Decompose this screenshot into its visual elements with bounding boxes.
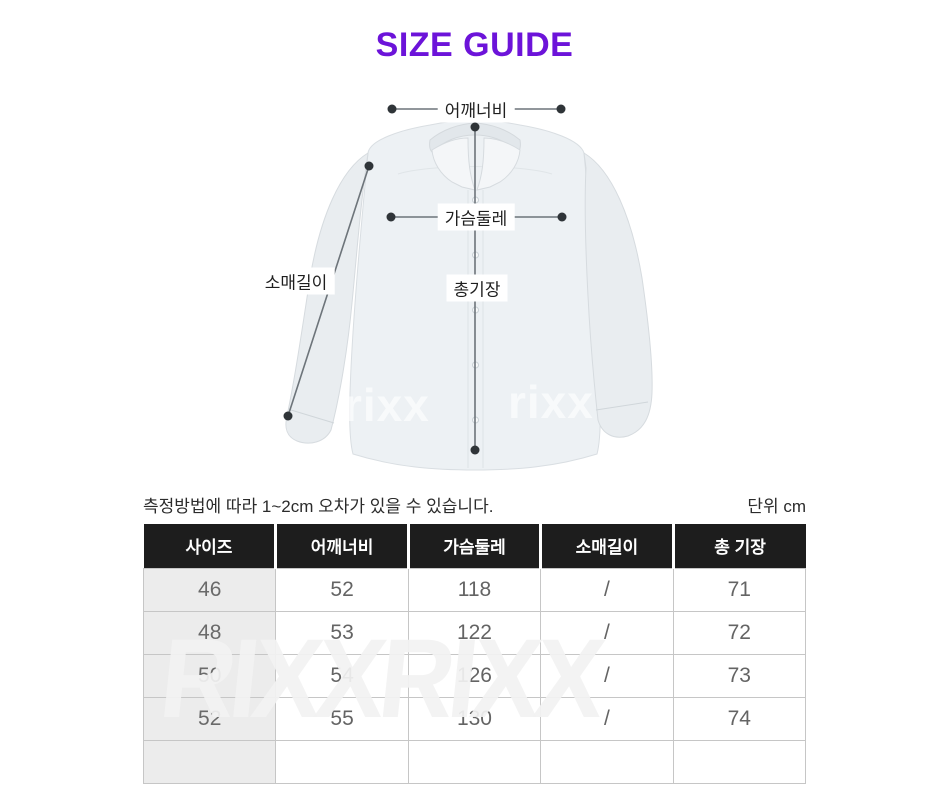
table-row: 50 54 126 / 73 bbox=[142, 653, 807, 698]
measurement-dots bbox=[283, 104, 567, 455]
page-title: SIZE GUIDE bbox=[375, 26, 574, 64]
cell-size: 50 bbox=[142, 653, 277, 698]
cell-sleeve: / bbox=[540, 567, 674, 612]
measurement-note-row: 측정방법에 따라 1~2cm 오차가 있을 수 있습니다. 단위 cm bbox=[143, 492, 806, 517]
table-row: 46 52 118 / 71 bbox=[142, 567, 807, 612]
measurement-notice: 측정방법에 따라 1~2cm 오차가 있을 수 있습니다. bbox=[143, 497, 494, 516]
cell-size: 48 bbox=[142, 610, 277, 655]
cell-chest: 130 bbox=[407, 696, 542, 741]
cell-size: 52 bbox=[142, 696, 277, 741]
cell-shoulder: 55 bbox=[275, 696, 409, 741]
cell-sleeve: / bbox=[540, 696, 674, 741]
cell-shoulder: 52 bbox=[275, 567, 409, 612]
table-row: 48 53 122 / 72 bbox=[142, 610, 807, 655]
total-length-label: 총기장 bbox=[446, 274, 508, 302]
cell-length: 71 bbox=[672, 567, 807, 612]
cell-shoulder bbox=[275, 739, 409, 784]
header-size: 사이즈 bbox=[143, 524, 278, 568]
chest-girth-label: 가슴둘레 bbox=[437, 203, 515, 231]
size-table: 사이즈 어깨너비 가슴둘레 소매길이 총 기장 46 52 118 / 71 4… bbox=[142, 524, 807, 784]
cell-sleeve: / bbox=[540, 653, 674, 698]
cell-shoulder: 54 bbox=[275, 653, 409, 698]
cell-sleeve: / bbox=[540, 610, 674, 655]
shirt-measurement-diagram: 어깨너비 가슴둘레 소매길이 총기장 rixx rixx bbox=[0, 78, 949, 480]
cell-size bbox=[142, 739, 277, 784]
shoulder-width-label: 어깨너비 bbox=[437, 95, 515, 123]
header-shoulder: 어깨너비 bbox=[275, 524, 410, 568]
cell-length: 73 bbox=[672, 653, 807, 698]
cell-sleeve bbox=[540, 739, 674, 784]
cell-length bbox=[672, 739, 807, 784]
cell-chest: 122 bbox=[407, 610, 542, 655]
cell-chest bbox=[407, 739, 542, 784]
size-table-header-row: 사이즈 어깨너비 가슴둘레 소매길이 총 기장 bbox=[143, 524, 806, 568]
cell-length: 74 bbox=[672, 696, 807, 741]
cell-length: 72 bbox=[672, 610, 807, 655]
cell-chest: 126 bbox=[407, 653, 542, 698]
header-sleeve: 소매길이 bbox=[540, 524, 675, 568]
cell-chest: 118 bbox=[407, 567, 542, 612]
header-length: 총 기장 bbox=[673, 524, 806, 568]
size-guide-page: SIZE GUIDE bbox=[0, 26, 949, 805]
sleeve-length-label: 소매길이 bbox=[257, 267, 335, 295]
size-table-wrap: 사이즈 어깨너비 가슴둘레 소매길이 총 기장 46 52 118 / 71 4… bbox=[142, 524, 807, 784]
unit-label: 단위 cm bbox=[747, 497, 806, 516]
cell-size: 46 bbox=[142, 567, 277, 612]
cell-shoulder: 53 bbox=[275, 610, 409, 655]
table-row: 52 55 130 / 74 bbox=[142, 696, 807, 741]
table-row-empty bbox=[142, 739, 807, 784]
header-chest: 가슴둘레 bbox=[408, 524, 543, 568]
